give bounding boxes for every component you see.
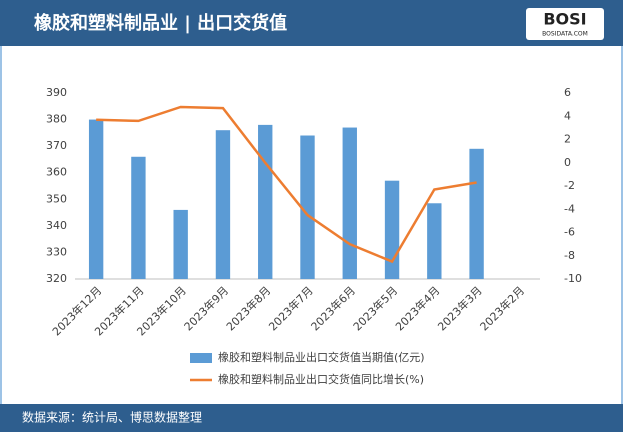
y2-tick-label: -6 [564, 226, 575, 239]
y-tick-label: 370 [46, 139, 67, 152]
bar [300, 135, 315, 279]
y2-tick-label: 4 [564, 109, 571, 122]
bar [427, 203, 442, 279]
y-tick-label: 360 [46, 166, 67, 179]
logo-sub: BOSIDATA.COM [542, 31, 588, 38]
bar [215, 130, 231, 279]
line [96, 105, 477, 264]
legend-label: 橡胶和塑料制品业出口交货值同比增长(%) [218, 372, 424, 386]
y2-tick-label: -2 [564, 179, 575, 192]
bar [88, 119, 104, 279]
header-bar [0, 0, 623, 46]
bar [469, 148, 484, 279]
source: 数据来源：统计局、博思数据整理 [22, 410, 202, 425]
bar [173, 209, 188, 279]
footer-bar [0, 404, 623, 432]
y-tick-label: 390 [46, 86, 67, 99]
y-tick-label: 340 [46, 219, 67, 232]
chart-title: 橡胶和塑料制品业 | 出口交货值 [34, 12, 287, 34]
y2-tick-label: 0 [564, 156, 571, 169]
y2-tick-label: 2 [564, 133, 571, 146]
bar [342, 127, 357, 280]
bar [131, 156, 146, 279]
y2-tick-label: -10 [564, 272, 582, 285]
bar [384, 180, 400, 279]
bar [258, 124, 273, 279]
legend-swatch [190, 353, 212, 363]
y-tick-label: 380 [46, 113, 67, 126]
y2-tick-label: -4 [564, 202, 575, 215]
logo: BOSI [543, 10, 586, 29]
logo-box [526, 8, 604, 40]
y2-tick-label: 6 [564, 86, 571, 99]
y-tick-label: 320 [46, 272, 67, 285]
y2-tick-label: -8 [564, 249, 575, 262]
y-tick-label: 350 [46, 192, 67, 205]
y-tick-label: 330 [46, 245, 67, 258]
legend-label: 橡胶和塑料制品业出口交货值当期值(亿元) [218, 350, 425, 364]
